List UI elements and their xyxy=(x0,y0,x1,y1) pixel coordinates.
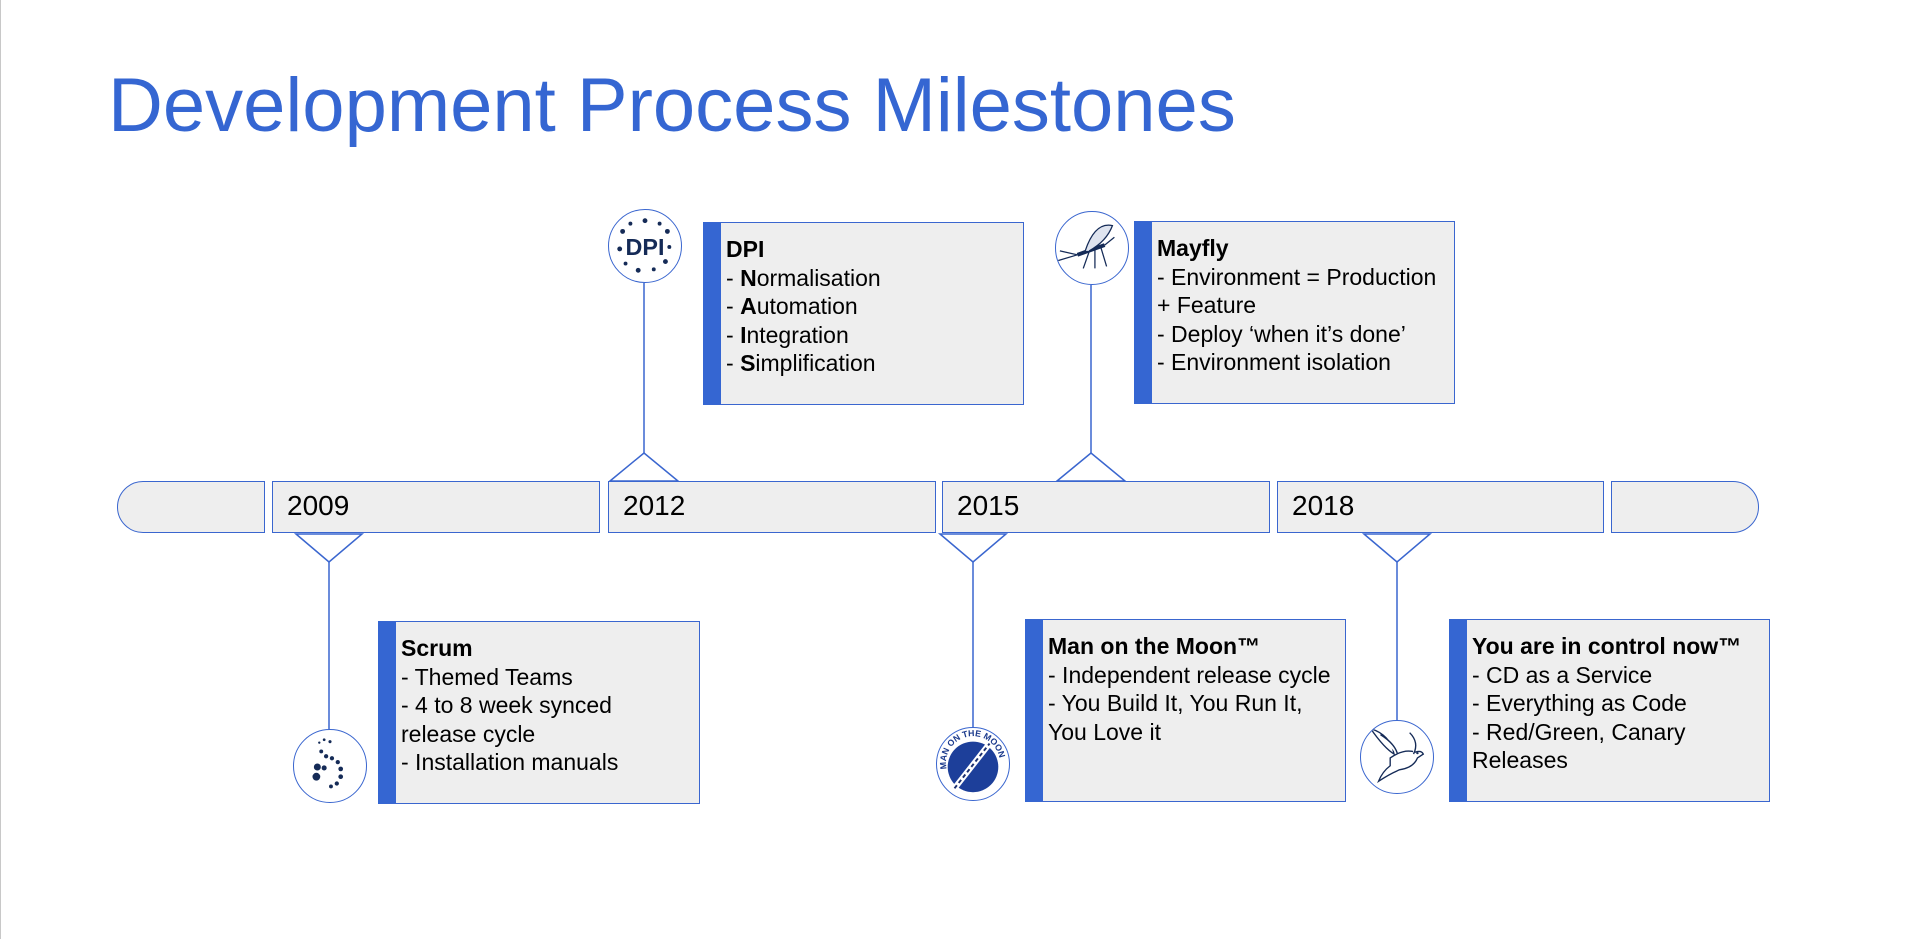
card-line: - Environment isolation xyxy=(1157,349,1391,375)
milestone-title: Man on the Moon™ xyxy=(1048,633,1261,659)
milestone-card-man-on-the-moon: Man on the Moon™ - Independent release c… xyxy=(1025,619,1346,802)
page-title: Development Process Milestones xyxy=(108,63,1236,148)
man-on-the-moon-rocket-icon: MAN ON THE MOON xyxy=(936,727,1010,801)
milestone-title: DPI xyxy=(726,236,765,262)
card-line: - Themed Teams xyxy=(401,663,573,690)
milestone-title: Scrum xyxy=(401,635,473,661)
dpi-logo-icon: DPI xyxy=(608,209,682,283)
pointer-scrum xyxy=(293,533,365,563)
card-line: - Independent release cycle xyxy=(1048,661,1331,688)
dots-spiral-icon xyxy=(293,729,367,803)
milestone-card-you-are-in-control: You are in control now™ - CD as a Servic… xyxy=(1449,619,1770,802)
card-line: - Installation manuals xyxy=(401,749,619,775)
dpi-line-automation: - Automation xyxy=(726,293,858,319)
card-line: - Environment = Production + Feature xyxy=(1157,263,1443,319)
milestone-title: Mayfly xyxy=(1157,235,1229,261)
card-line: - CD as a Service xyxy=(1472,661,1653,688)
timeline-right-cap xyxy=(1611,481,1759,533)
svg-text:DPI: DPI xyxy=(626,234,665,260)
pointer-moon xyxy=(937,533,1009,563)
dpi-line-normalisation: - Normalisation xyxy=(726,264,881,291)
dove-bird-icon xyxy=(1360,720,1434,794)
dpi-line-simplification: - Simplification xyxy=(726,350,876,376)
mayfly-insect-icon xyxy=(1055,211,1129,285)
milestone-card-mayfly: Mayfly - Environment = Production + Feat… xyxy=(1134,221,1455,404)
timeline-year-2015: 2015 xyxy=(942,481,1270,533)
timeline-left-cap xyxy=(117,481,265,533)
pointer-mayfly xyxy=(1054,452,1128,482)
pointer-dpi xyxy=(607,452,681,482)
card-line: - 4 to 8 week synced release cycle xyxy=(401,692,619,747)
milestone-card-scrum: Scrum - Themed Teams - 4 to 8 week synce… xyxy=(378,621,700,804)
milestone-card-dpi: DPI - Normalisation - Automation - Integ… xyxy=(703,222,1024,405)
pointer-control xyxy=(1361,533,1433,563)
card-line: - You Build It, You Run It, You Love it xyxy=(1048,690,1309,745)
dpi-line-integration: - Integration xyxy=(726,321,849,348)
timeline-year-2009: 2009 xyxy=(272,481,600,533)
card-line: - Deploy ‘when it’s done’ xyxy=(1157,320,1406,347)
timeline-year-2012: 2012 xyxy=(608,481,936,533)
timeline-year-2018: 2018 xyxy=(1277,481,1604,533)
milestone-title: You are in control now™ xyxy=(1472,633,1742,659)
card-line: - Red/Green, Canary Releases xyxy=(1472,718,1692,774)
slide-left-border xyxy=(0,0,1,939)
card-line: - Everything as Code xyxy=(1472,690,1687,716)
